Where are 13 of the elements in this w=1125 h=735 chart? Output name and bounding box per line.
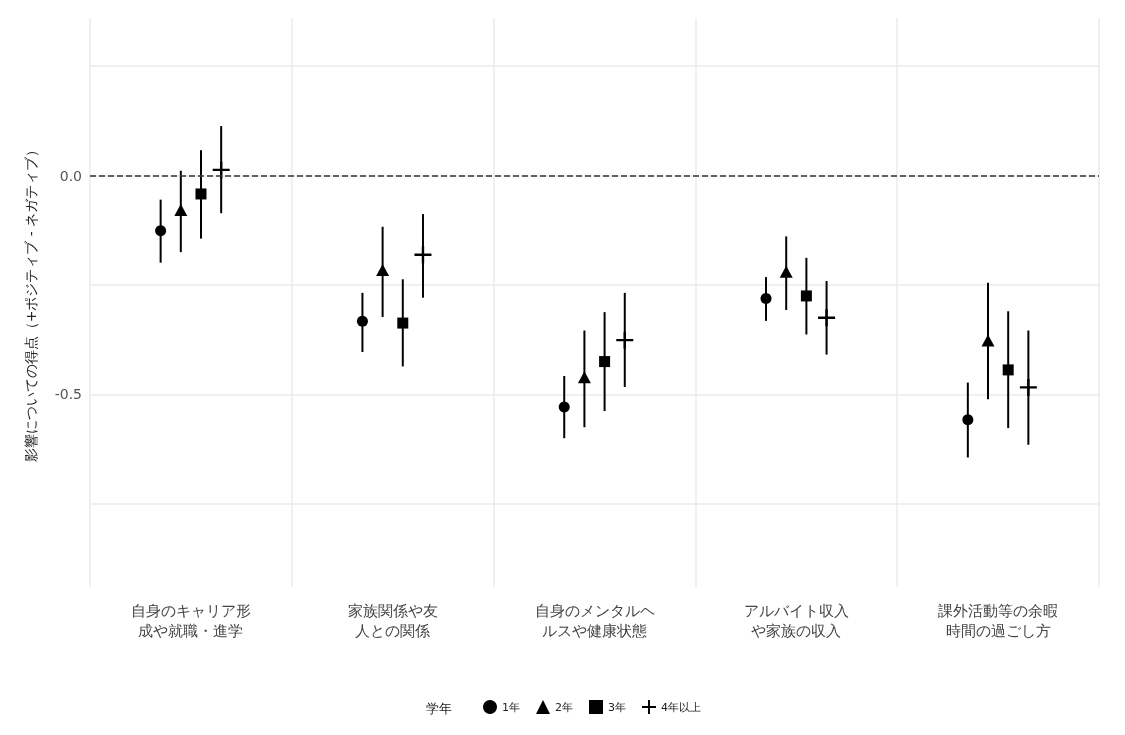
legend-label: 2年 xyxy=(555,700,573,714)
legend-label: 4年以上 xyxy=(661,700,701,714)
x-tick-label: 家族関係や友人との関係 xyxy=(347,602,438,640)
y-axis-title: 影響についての得点（+ポジティブ - ネガティブ） xyxy=(23,142,39,463)
x-tick-label: 課外活動等の余暇時間の過ごし方 xyxy=(938,602,1059,640)
x-tick-label: 自身のメンタルヘルスや健康状態 xyxy=(534,602,655,640)
legend-label: 3年 xyxy=(608,700,626,714)
legend-title: 学年 xyxy=(426,701,452,716)
x-tick-label: アルバイト収入や家族の収入 xyxy=(743,602,849,640)
y-tick-label: 0.0 xyxy=(59,167,82,184)
x-tick-label: 自身のキャリア形成や就職・進学 xyxy=(130,602,251,640)
legend-label: 1年 xyxy=(502,700,520,714)
y-tick-label: -0.5 xyxy=(54,386,82,403)
